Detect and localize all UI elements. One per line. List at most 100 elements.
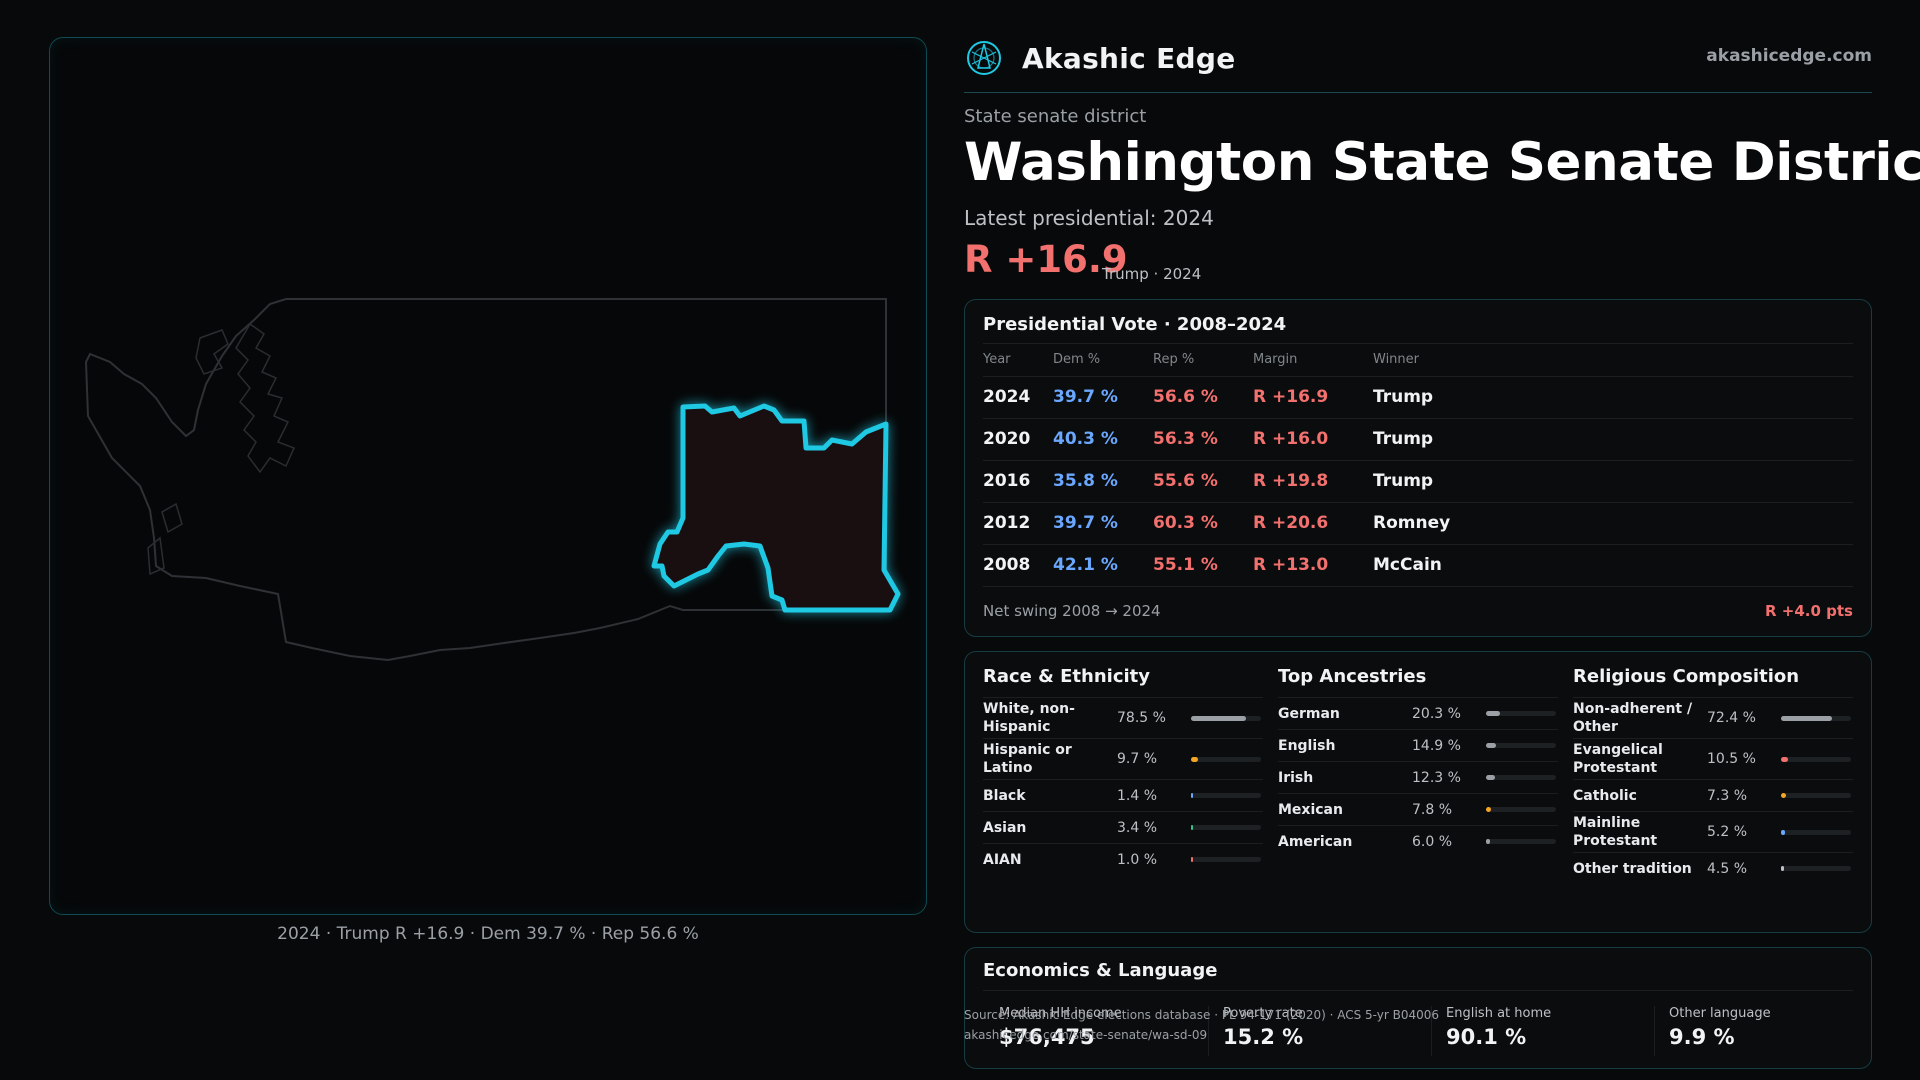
- row-value: 4.5 %: [1707, 860, 1748, 877]
- row-bar-fill: [1191, 715, 1246, 721]
- year-cell: 2008: [983, 544, 1053, 587]
- year-cell: 2024: [983, 376, 1053, 419]
- rep-cell: 56.6 %: [1153, 376, 1253, 419]
- row-bar-fill: [1781, 715, 1832, 721]
- table-row: 2008 42.1 % 55.1 % R +13.0 McCain: [983, 544, 1853, 587]
- row-label: AIAN: [983, 851, 1022, 868]
- brand-url-link[interactable]: akashicedge.com: [1706, 46, 1872, 66]
- presidential-vote-title: Presidential Vote · 2008–2024: [983, 314, 1287, 335]
- row-label: German: [1278, 705, 1340, 722]
- row-value: 1.0 %: [1117, 851, 1158, 868]
- dem-cell: 39.7 %: [1053, 376, 1153, 419]
- rep-cell: 55.6 %: [1153, 460, 1253, 503]
- year-cell: 2012: [983, 502, 1053, 545]
- margin-cell: R +20.6: [1253, 502, 1373, 545]
- district-9-shape[interactable]: [651, 403, 901, 613]
- row-label: Other tradition: [1573, 860, 1692, 877]
- header-divider: [964, 92, 1872, 93]
- row-value: 3.4 %: [1117, 819, 1158, 836]
- net-swing-label: Net swing 2008 → 2024: [983, 602, 1161, 620]
- winner-cell: Trump: [1373, 418, 1853, 461]
- latest-presidential: Latest presidential: 2024: [964, 206, 1214, 230]
- card-divider: [983, 343, 1853, 344]
- puget-islands-shape: [147, 329, 229, 576]
- table-row: 2024 39.7 % 56.6 % R +16.9 Trump: [983, 376, 1853, 419]
- state-map[interactable]: [50, 38, 928, 916]
- row-bar-fill: [1191, 825, 1194, 830]
- ancestry-title: Top Ancestries: [1278, 666, 1427, 687]
- map-caption: 2024 · Trump R +16.9 · Dem 39.7 % · Rep …: [277, 924, 699, 944]
- source-footer: Source: Akashic Edge elections database …: [964, 1005, 1439, 1045]
- row-value: 7.8 %: [1412, 801, 1453, 818]
- year-cell: 2016: [983, 460, 1053, 503]
- metric-label: Other language: [1669, 1006, 1771, 1021]
- row-bar: [1486, 775, 1556, 780]
- row-value: 5.2 %: [1707, 824, 1748, 840]
- ancestry-column: Top Ancestries German 20.3 % English 14.9 …: [1278, 666, 1558, 857]
- religion-title: Religious Composition: [1573, 666, 1800, 687]
- row-bar: [1486, 743, 1556, 748]
- row-label: Mainline Protestant: [1573, 815, 1658, 849]
- row-bar-fill: [1486, 711, 1501, 716]
- economics-card: Economics & Language Median HH income $7…: [964, 947, 1872, 1069]
- row-label: Catholic: [1573, 787, 1637, 804]
- economics-title: Economics & Language: [983, 960, 1218, 981]
- list-item: Mainline Protestant 5.2 %: [1573, 811, 1853, 852]
- year-cell: 2020: [983, 418, 1053, 461]
- state-outline: [84, 298, 887, 662]
- metric-label: English at home: [1446, 1006, 1552, 1021]
- race-title: Race & Ethnicity: [983, 666, 1150, 687]
- list-item: Irish 12.3 %: [1278, 761, 1558, 793]
- metric-divider: [1654, 1006, 1655, 1056]
- row-value: 12.3 %: [1412, 769, 1461, 786]
- row-bar: [1486, 839, 1556, 844]
- row-bar-fill: [1486, 743, 1497, 748]
- row-label: Mexican: [1278, 801, 1343, 818]
- row-value: 1.4 %: [1117, 787, 1158, 804]
- puget-sound-shape: [235, 322, 296, 474]
- metric-poverty-rate: Poverty rate 15.2 %: [1223, 1006, 1303, 1049]
- winner-cell: Trump: [1373, 460, 1853, 503]
- row-bar: [1781, 829, 1851, 835]
- row-label: Black: [983, 787, 1026, 804]
- col-rep: Rep %: [1153, 344, 1253, 377]
- list-item: Other tradition 4.5 %: [1573, 852, 1853, 884]
- list-item: White, non-Hispanic 78.5 %: [983, 697, 1263, 738]
- card-divider: [983, 990, 1853, 991]
- table-row: 2012 39.7 % 60.3 % R +20.6 Romney: [983, 502, 1853, 545]
- akashic-logo-icon: [967, 41, 1001, 75]
- list-item: AIAN 1.0 %: [983, 843, 1263, 875]
- brand[interactable]: Akashic Edge: [964, 36, 1236, 80]
- row-label: English: [1278, 737, 1336, 754]
- row-bar: [1191, 857, 1261, 862]
- race-column: Race & Ethnicity White, non-Hispanic 78.5…: [983, 666, 1263, 875]
- list-item: English 14.9 %: [1278, 729, 1558, 761]
- row-label: Asian: [983, 819, 1027, 836]
- source-text: Source: Akashic Edge elections database …: [964, 1008, 1440, 1022]
- source-link[interactable]: akashicedge.com/state-senate/wa-sd-09: [964, 1028, 1208, 1042]
- presidential-table: Year Dem % Rep % Margin Winner 2024 39.7…: [983, 344, 1853, 587]
- table-header-row: Year Dem % Rep % Margin Winner: [983, 344, 1853, 377]
- row-label: Non-adherent / Other: [1573, 701, 1693, 735]
- metric-divider: [1208, 1006, 1209, 1056]
- demographics-card: Race & Ethnicity White, non-Hispanic 78.5…: [964, 651, 1872, 933]
- metric-english-at-home: English at home 90.1 %: [1446, 1006, 1551, 1049]
- row-bar-fill: [1486, 807, 1492, 812]
- row-label: White, non-Hispanic: [983, 701, 1075, 735]
- col-winner: Winner: [1373, 344, 1853, 377]
- row-bar: [1191, 715, 1261, 721]
- list-item: Hispanic or Latino 9.7 %: [983, 738, 1263, 779]
- row-bar-fill: [1191, 793, 1194, 798]
- rep-cell: 60.3 %: [1153, 502, 1253, 545]
- row-value: 20.3 %: [1412, 705, 1461, 722]
- row-bar: [1486, 807, 1556, 812]
- latest-margin: R +16.9: [964, 238, 1128, 281]
- list-item: Catholic 7.3 %: [1573, 779, 1853, 811]
- row-label: Evangelical Protestant: [1573, 742, 1663, 776]
- row-bar-fill: [1781, 793, 1787, 798]
- row-bar: [1191, 825, 1261, 830]
- row-bar: [1781, 793, 1851, 798]
- net-swing-value: R +4.0 pts: [1765, 602, 1853, 620]
- metric-other-language: Other language 9.9 %: [1669, 1006, 1771, 1049]
- presidential-vote-card: Presidential Vote · 2008–2024 Year Dem %…: [964, 299, 1872, 637]
